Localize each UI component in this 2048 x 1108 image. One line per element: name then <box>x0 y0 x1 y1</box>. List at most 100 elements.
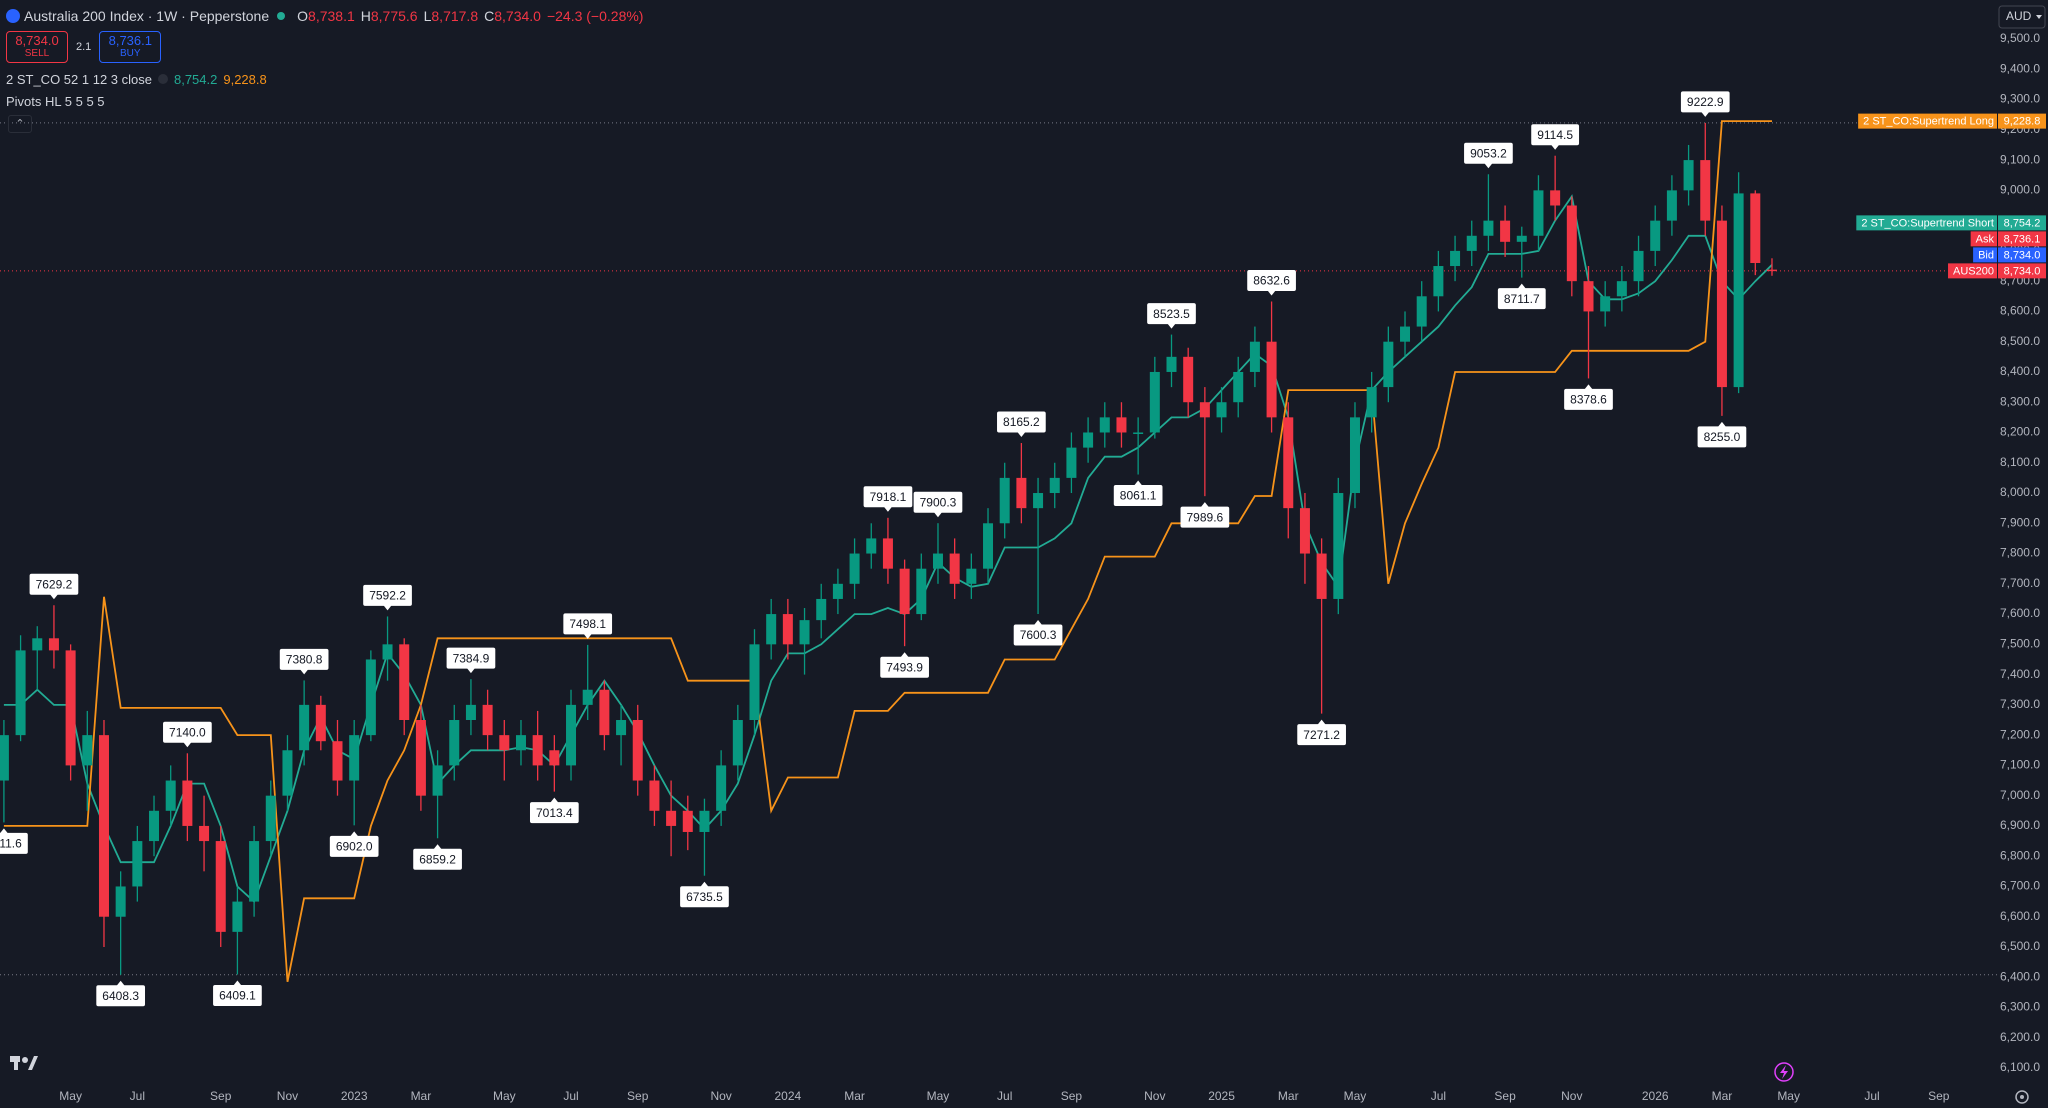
pivot-label: 9222.9 <box>1680 91 1730 117</box>
pivot-box <box>1113 485 1163 507</box>
pivot-label: 7384.9 <box>446 647 496 674</box>
candle-body <box>1216 402 1227 418</box>
x-tick-label: Sep <box>1494 1089 1516 1103</box>
pivots-name[interactable]: Pivots HL 5 5 5 5 <box>6 93 105 109</box>
pivot-label: 6859.2 <box>413 844 462 870</box>
pivot-box <box>1697 426 1747 448</box>
candle-body <box>566 704 577 766</box>
pivot-value: 7013.4 <box>536 806 573 820</box>
y-tick-label: 7,300.0 <box>2000 697 2040 711</box>
pivot-label: 7918.1 <box>863 486 913 512</box>
settings-icon[interactable] <box>2015 1090 2029 1104</box>
tv-logo <box>10 1056 38 1070</box>
pivot-box <box>1247 270 1296 292</box>
pivot-box <box>529 802 579 824</box>
x-tick-label: Jul <box>1864 1089 1879 1103</box>
pivots-row: Pivots HL 5 5 5 5 <box>6 92 105 110</box>
pivot-value: 9114.5 <box>1537 128 1573 142</box>
price-tag-label: 2 ST_CO:Supertrend Short <box>1861 217 1994 229</box>
candle-body <box>1750 193 1761 264</box>
axes: 9,500.09,400.09,300.09,200.09,100.09,000… <box>59 31 2040 1103</box>
pivot-box <box>1297 724 1346 746</box>
pivot-value: 7918.1 <box>870 490 907 504</box>
pivot-pointer <box>1134 480 1143 486</box>
pivot-label: 8255.0 <box>1697 421 1747 448</box>
candle-body <box>1249 341 1260 372</box>
pivot-label: 6408.3 <box>96 980 146 1007</box>
pivot-box <box>413 848 462 870</box>
buy-button[interactable]: 8,736.1 BUY <box>99 31 162 63</box>
candle-body <box>899 568 910 615</box>
candle-body <box>666 810 677 826</box>
ohlc-value: 8,717.8 <box>431 8 479 24</box>
collapse-button[interactable]: ⌃ <box>8 115 32 133</box>
candle-body <box>165 780 176 811</box>
candle-body <box>15 650 26 736</box>
buy-price: 8,736.1 <box>108 33 152 48</box>
price-tag-value-box <box>1998 247 2046 263</box>
pivot-pointer <box>1551 144 1560 150</box>
pivot-pointer <box>1034 619 1043 625</box>
symbol-title[interactable]: Australia 200 Index · 1W · Pepperstone <box>24 8 270 24</box>
y-tick-label: 6,300.0 <box>2000 1000 2040 1014</box>
pivot-label: 7592.2 <box>363 584 412 611</box>
pivot-pointer <box>350 831 359 837</box>
candle-body <box>849 553 860 584</box>
currency-box[interactable]: AUD <box>1998 5 2046 29</box>
symbol-logo <box>6 9 20 23</box>
pivot-box <box>1564 388 1613 410</box>
pivot-label: 7271.2 <box>1297 719 1346 746</box>
pivot-value: 8255.0 <box>1704 430 1741 444</box>
sell-button[interactable]: 8,734.0 SELL <box>6 31 68 63</box>
price-tag-value-box <box>1998 263 2046 279</box>
pivot-pointer <box>233 980 242 986</box>
candle-body <box>315 704 326 742</box>
x-tick-label: May <box>1777 1089 1800 1103</box>
x-tick-label: Sep <box>210 1089 232 1103</box>
pivot-box <box>96 985 146 1007</box>
pivot-value: 7629.2 <box>36 577 73 591</box>
y-tick-label: 7,400.0 <box>2000 667 2040 681</box>
pivot-value: 7271.2 <box>1303 728 1340 742</box>
pivot-label: 7600.3 <box>1013 619 1063 646</box>
candle-body <box>616 720 627 736</box>
indicator-name[interactable]: 2 ST_CO 52 1 12 3 close <box>6 71 152 87</box>
y-tick-label: 6,800.0 <box>2000 848 2040 862</box>
candle-body <box>1766 269 1777 272</box>
y-tick-label: 6,400.0 <box>2000 969 2040 983</box>
x-tick-label: Nov <box>277 1089 298 1103</box>
price-tag-value: 8,754.2 <box>2004 217 2041 229</box>
candle-body <box>199 825 210 842</box>
x-tick-label: 2026 <box>1642 1089 1669 1103</box>
price-tag-label-box <box>1970 231 1997 247</box>
candle-body <box>349 735 360 781</box>
candle-body <box>1283 417 1294 509</box>
candle-body <box>866 538 877 554</box>
candle-body <box>949 553 960 584</box>
candle-body <box>549 750 560 766</box>
y-tick-label: 8,400.0 <box>2000 364 2040 378</box>
candle-body <box>1583 281 1594 312</box>
candle-body <box>48 638 59 651</box>
pivot-value: 8523.5 <box>1153 307 1190 321</box>
x-tick-label: 2023 <box>341 1089 368 1103</box>
x-tick-label: Jul <box>563 1089 578 1103</box>
change: −24.3 (−0.28%) <box>546 8 644 24</box>
candle-body <box>932 553 943 569</box>
candle-body <box>1266 341 1277 418</box>
replay-icon[interactable] <box>1774 1062 1794 1082</box>
candle-body <box>799 620 810 645</box>
candle-body <box>299 704 310 751</box>
price-tag-label: Ask <box>1976 233 1995 245</box>
candle-body <box>449 720 460 766</box>
pivot-pointer <box>583 633 592 639</box>
candle-body <box>499 735 510 751</box>
candle-body <box>1650 220 1661 251</box>
candle-body <box>1466 235 1477 251</box>
ohlc-key: H <box>360 8 371 24</box>
pivot-pointer <box>116 980 125 986</box>
y-tick-label: 6,900.0 <box>2000 818 2040 832</box>
pivot-label: 8061.1 <box>1113 480 1163 507</box>
candle-body <box>749 644 760 721</box>
y-tick-label: 9,100.0 <box>2000 152 2040 166</box>
